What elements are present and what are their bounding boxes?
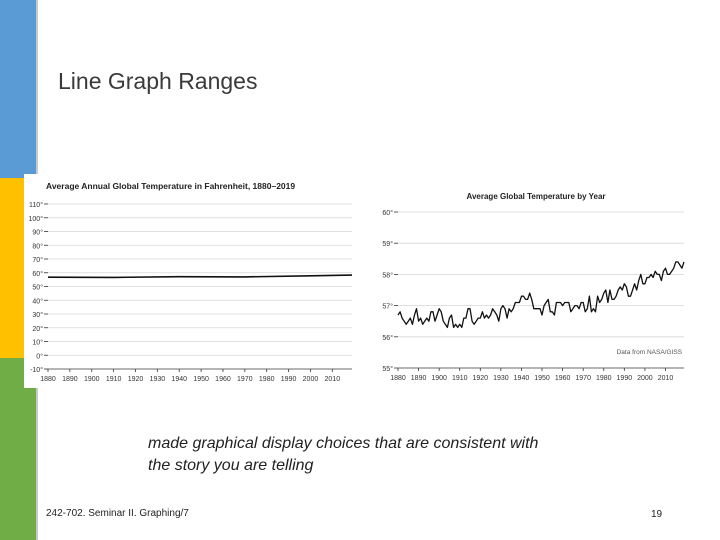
series-line-0 xyxy=(47,274,353,279)
x-tick-label: 1940 xyxy=(171,376,187,383)
x-tick-label: 1890 xyxy=(62,376,78,383)
caption: made graphical display choices that are … xyxy=(148,433,628,477)
x-tick-label: 2000 xyxy=(637,375,653,380)
y-tick-label: 40° xyxy=(32,297,43,305)
page-number: 19 xyxy=(651,509,663,520)
y-tick-label: 60° xyxy=(382,209,393,217)
x-tick-label: 1990 xyxy=(281,376,297,383)
y-tick-label: 59° xyxy=(382,240,393,248)
x-tick-label: 1900 xyxy=(84,376,100,383)
x-tick-label: 1910 xyxy=(106,376,122,383)
chart-narrow-range-svg: Average Global Temperature by Year 60° 59°… xyxy=(382,192,685,382)
y-tick-label: 0° xyxy=(36,352,43,360)
x-tick-label: 2010 xyxy=(325,376,341,383)
y-tick-label: 57° xyxy=(382,303,393,311)
x-tick-label: 2010 xyxy=(658,375,674,380)
chart-full-range: Average Annual Global Temperature in Fah… xyxy=(24,174,358,388)
x-tick-label: 1900 xyxy=(431,375,447,380)
series-line-0 xyxy=(397,261,685,329)
x-tick-label: 1890 xyxy=(411,375,427,380)
x-tick-label: 1920 xyxy=(128,376,144,383)
y-tick-label: 60° xyxy=(32,270,43,278)
y-tick-label: 58° xyxy=(382,271,393,279)
chart-full-range-svg: Average Annual Global Temperature in Fah… xyxy=(29,181,353,383)
x-tick-label: 1980 xyxy=(259,376,275,383)
x-tick-label: 1970 xyxy=(575,375,591,380)
slide-title: Line Graph Ranges xyxy=(58,68,258,94)
x-tick-label: 1880 xyxy=(390,375,406,380)
y-tick-label: 90° xyxy=(32,229,43,237)
x-tick-label: 1950 xyxy=(534,375,550,380)
y-tick-label: 100° xyxy=(29,215,44,223)
y-tick-label: 56° xyxy=(382,334,393,342)
y-tick-label: 50° xyxy=(32,284,43,292)
caption-line-2: the story you are telling xyxy=(148,457,314,474)
x-tick-label: 1950 xyxy=(193,376,209,383)
y-tick-label: 80° xyxy=(32,242,43,250)
x-tick-label: 1960 xyxy=(215,376,231,383)
y-tick-label: 20° xyxy=(32,325,43,333)
y-tick-label: 10° xyxy=(32,339,43,347)
x-tick-label: 1940 xyxy=(514,375,530,380)
chart-narrow-range: Average Global Temperature by Year 60° 59°… xyxy=(366,184,690,382)
accent-bar-blue xyxy=(0,0,36,178)
x-tick-label: 1930 xyxy=(493,375,509,380)
chart-title: Average Global Temperature by Year xyxy=(466,192,605,201)
accent-bar-green xyxy=(0,358,36,540)
footer-course: 242-702. Seminar II. Graphing/7 xyxy=(46,508,189,519)
caption-line-1: made graphical display choices that are … xyxy=(148,435,539,452)
x-tick-label: 1930 xyxy=(150,376,166,383)
x-tick-label: 1970 xyxy=(237,376,253,383)
x-tick-label: 1880 xyxy=(40,376,56,383)
x-tick-label: 1920 xyxy=(473,375,489,380)
source-note: Data from NASA/GISS xyxy=(617,349,683,356)
y-tick-label: 70° xyxy=(32,256,43,264)
y-tick-label: 30° xyxy=(32,311,43,319)
x-tick-label: 1960 xyxy=(555,375,571,380)
y-tick-label: 55° xyxy=(382,365,393,373)
chart-title: Average Annual Global Temperature in Fah… xyxy=(46,181,295,191)
x-tick-label: 1910 xyxy=(452,375,468,380)
x-tick-label: 1980 xyxy=(596,375,612,380)
y-tick-label: -10° xyxy=(30,366,43,374)
y-tick-label: 110° xyxy=(29,201,43,209)
x-tick-label: 2000 xyxy=(303,376,319,383)
x-tick-label: 1990 xyxy=(617,375,633,380)
